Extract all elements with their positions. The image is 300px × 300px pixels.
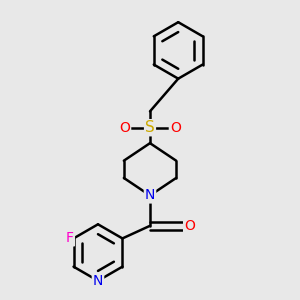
Text: N: N [93, 274, 103, 288]
Text: O: O [119, 121, 130, 135]
Text: F: F [66, 231, 74, 245]
Text: O: O [170, 121, 181, 135]
Text: O: O [184, 219, 195, 233]
Text: N: N [145, 188, 155, 203]
Text: S: S [145, 120, 155, 135]
